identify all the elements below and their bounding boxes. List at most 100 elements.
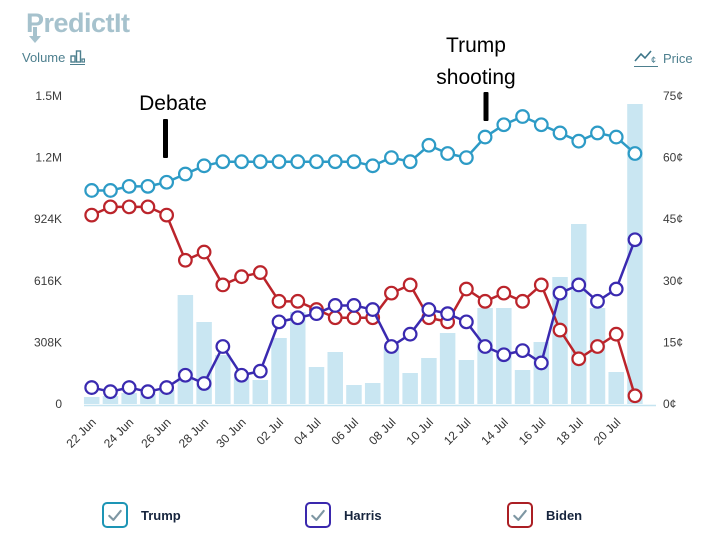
volume-axis-tick-label: 924K [34, 212, 62, 226]
data-point-harris[interactable] [533, 355, 549, 371]
data-point-harris[interactable] [402, 326, 418, 342]
trump-checkbox[interactable] [102, 502, 128, 528]
data-point-trump[interactable] [458, 150, 474, 166]
data-point-harris[interactable] [477, 339, 493, 354]
data-point-harris[interactable] [421, 302, 437, 317]
data-point-harris[interactable] [177, 367, 193, 383]
data-point-harris[interactable] [571, 277, 587, 293]
data-point-harris[interactable] [496, 347, 512, 363]
data-point-harris[interactable] [384, 339, 399, 354]
legend-item-biden[interactable]: Biden [507, 502, 582, 528]
data-point-biden[interactable] [496, 285, 512, 301]
data-point-biden[interactable] [327, 310, 343, 326]
data-point-harris[interactable] [196, 376, 212, 391]
volume-bar [196, 322, 212, 404]
data-point-trump[interactable] [627, 146, 643, 161]
data-point-harris[interactable] [552, 285, 568, 301]
data-point-biden[interactable] [103, 199, 118, 215]
data-point-biden[interactable] [159, 207, 175, 223]
data-point-biden[interactable] [402, 277, 418, 293]
data-point-biden[interactable] [608, 326, 624, 342]
harris-checkbox[interactable] [305, 502, 331, 528]
biden-checkbox[interactable] [507, 502, 533, 528]
data-point-trump[interactable] [290, 154, 306, 170]
data-point-harris[interactable] [140, 384, 156, 400]
logo-text: PredictIt [26, 8, 130, 38]
data-point-trump[interactable] [234, 154, 249, 170]
data-point-biden[interactable] [234, 269, 249, 285]
data-point-harris[interactable] [252, 363, 268, 379]
data-point-trump[interactable] [159, 174, 175, 190]
annotation-text: Trump [446, 34, 506, 57]
data-point-trump[interactable] [346, 154, 362, 170]
data-point-biden[interactable] [458, 281, 474, 297]
data-point-harris[interactable] [215, 339, 231, 354]
data-point-harris[interactable] [103, 384, 118, 400]
price-axis-tick-label: 60¢ [663, 151, 683, 165]
legend-item-harris[interactable]: Harris [305, 502, 382, 528]
data-point-harris[interactable] [627, 232, 643, 248]
data-point-trump[interactable] [384, 150, 399, 166]
legend-item-trump[interactable]: Trump [102, 502, 181, 528]
data-point-biden[interactable] [140, 199, 156, 215]
data-point-biden[interactable] [271, 293, 287, 309]
data-point-biden[interactable] [384, 285, 399, 301]
data-point-trump[interactable] [590, 125, 605, 141]
x-axis-tick-label: 18 Jul [553, 415, 586, 448]
data-point-trump[interactable] [177, 166, 193, 182]
data-point-biden[interactable] [477, 293, 493, 309]
data-point-trump[interactable] [402, 154, 418, 170]
data-point-biden[interactable] [590, 339, 605, 354]
data-point-harris[interactable] [159, 380, 175, 395]
data-point-trump[interactable] [552, 125, 568, 141]
data-point-trump[interactable] [515, 109, 530, 124]
data-point-biden[interactable] [571, 351, 587, 367]
data-point-trump[interactable] [252, 154, 268, 170]
data-point-biden[interactable] [290, 293, 306, 309]
data-point-biden[interactable] [533, 277, 549, 293]
data-point-trump[interactable] [196, 158, 212, 174]
data-point-biden[interactable] [121, 199, 137, 215]
data-point-harris[interactable] [84, 380, 100, 395]
data-point-biden[interactable] [252, 265, 268, 280]
data-point-biden[interactable] [515, 293, 530, 309]
volume-toggle[interactable]: Volume [22, 50, 86, 65]
data-point-trump[interactable] [533, 117, 549, 133]
data-point-biden[interactable] [215, 277, 231, 293]
data-point-biden[interactable] [552, 322, 568, 338]
data-point-trump[interactable] [140, 178, 156, 194]
data-point-harris[interactable] [440, 306, 456, 322]
data-point-harris[interactable] [346, 298, 362, 313]
data-point-harris[interactable] [121, 380, 137, 395]
data-point-biden[interactable] [627, 388, 643, 404]
data-point-trump[interactable] [84, 183, 100, 198]
data-point-harris[interactable] [458, 314, 474, 330]
data-point-trump[interactable] [608, 129, 624, 145]
data-point-trump[interactable] [421, 137, 437, 153]
data-point-trump[interactable] [496, 117, 512, 133]
data-point-trump[interactable] [121, 178, 137, 194]
data-point-trump[interactable] [271, 154, 287, 170]
data-point-biden[interactable] [177, 252, 193, 268]
data-point-harris[interactable] [515, 343, 530, 359]
price-toggle[interactable]: ¢ Price [634, 50, 693, 67]
data-point-biden[interactable] [84, 207, 100, 223]
data-point-trump[interactable] [440, 146, 456, 161]
data-point-trump[interactable] [103, 183, 118, 198]
data-point-harris[interactable] [290, 310, 306, 326]
data-point-harris[interactable] [365, 302, 381, 317]
data-point-trump[interactable] [215, 154, 231, 170]
data-point-harris[interactable] [590, 293, 605, 309]
data-point-harris[interactable] [608, 281, 624, 297]
data-point-trump[interactable] [309, 154, 324, 170]
data-point-harris[interactable] [309, 306, 324, 322]
data-point-harris[interactable] [271, 314, 287, 330]
data-point-trump[interactable] [477, 129, 493, 145]
data-point-harris[interactable] [234, 367, 249, 383]
data-point-trump[interactable] [365, 158, 381, 174]
data-point-trump[interactable] [571, 133, 587, 149]
data-point-harris[interactable] [327, 298, 343, 313]
data-point-biden[interactable] [346, 310, 362, 326]
data-point-trump[interactable] [327, 154, 343, 170]
data-point-biden[interactable] [196, 244, 212, 260]
